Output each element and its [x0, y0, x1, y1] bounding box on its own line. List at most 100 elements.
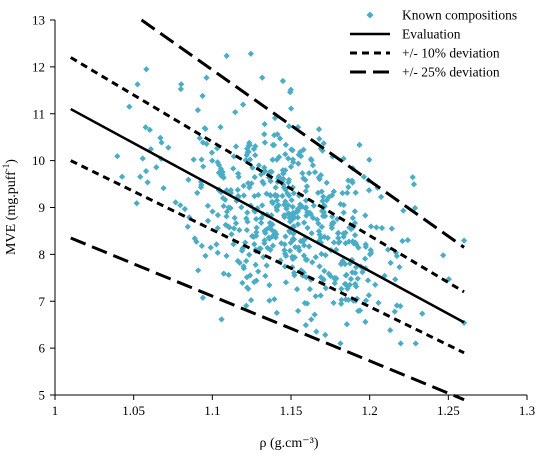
data-point	[342, 261, 349, 268]
y-tick-label: 5	[39, 388, 46, 403]
data-point	[338, 296, 345, 304]
data-point	[134, 81, 141, 88]
data-point	[199, 92, 206, 100]
data-point	[225, 223, 232, 230]
data-point	[393, 302, 400, 309]
data-point	[202, 125, 209, 133]
data-point	[255, 191, 262, 199]
data-point	[263, 226, 270, 233]
data-point	[172, 199, 179, 206]
data-point	[375, 299, 382, 307]
data-point	[287, 218, 294, 225]
data-point	[246, 156, 254, 163]
data-point	[142, 124, 149, 131]
evaluation-line	[70, 107, 465, 324]
data-point	[239, 101, 247, 108]
data-point	[153, 164, 160, 171]
data-point	[294, 307, 302, 315]
data-point	[253, 224, 260, 231]
y-axis-title: MVE (mg.puff-1)	[1, 159, 19, 255]
data-point	[378, 224, 386, 232]
data-point	[213, 241, 220, 248]
data-point	[295, 160, 302, 167]
data-point	[280, 175, 287, 183]
data-point	[209, 208, 216, 215]
data-point	[258, 219, 265, 226]
25-deviation-lower-line	[70, 236, 465, 402]
x-tick-label: 1.1	[204, 403, 220, 418]
data-point	[266, 297, 273, 304]
data-point	[199, 139, 207, 146]
data-point	[248, 296, 255, 304]
data-point	[287, 239, 294, 246]
data-point	[178, 81, 185, 88]
data-point	[137, 173, 144, 180]
data-point	[126, 103, 133, 110]
data-point	[316, 263, 323, 270]
data-point	[312, 253, 319, 261]
data-point	[362, 243, 369, 251]
y-tick-label: 9	[39, 200, 46, 215]
data-point	[253, 232, 260, 239]
data-point	[184, 223, 191, 230]
data-point	[253, 215, 260, 223]
legend-label: Known compositions	[402, 8, 517, 23]
y-tick-label: 10	[32, 153, 45, 168]
data-point	[301, 299, 308, 307]
data-point	[303, 274, 310, 281]
data-point	[214, 211, 221, 219]
data-point	[338, 300, 345, 307]
y-tick-label: 8	[39, 247, 46, 262]
data-point	[319, 212, 327, 220]
data-point	[387, 259, 394, 267]
data-point	[263, 262, 270, 269]
data-point	[230, 153, 237, 160]
data-point	[243, 226, 250, 234]
data-point	[181, 205, 188, 213]
data-point	[312, 293, 319, 300]
data-point	[139, 155, 146, 162]
data-point	[355, 307, 362, 315]
data-point	[338, 285, 345, 293]
legend-label: +/- 25% deviation	[402, 65, 500, 80]
data-point	[391, 308, 398, 315]
data-point	[214, 249, 221, 256]
data-point	[220, 270, 227, 277]
data-point	[251, 241, 258, 248]
data-point	[353, 283, 360, 290]
data-point	[337, 340, 344, 347]
data-point	[392, 276, 399, 283]
data-point	[317, 274, 325, 281]
data-point	[321, 267, 328, 275]
data-point	[331, 275, 338, 282]
data-point	[244, 209, 251, 216]
lines-layer	[69, 18, 465, 402]
data-point	[295, 206, 302, 213]
data-point	[234, 186, 241, 194]
data-point	[272, 184, 279, 191]
data-point	[194, 106, 202, 114]
data-point	[202, 252, 209, 259]
data-point	[345, 296, 352, 303]
y-axis-title-main: MVE (mg.puff	[4, 171, 19, 255]
data-point	[244, 149, 251, 156]
y-tick-label: 13	[32, 13, 45, 28]
data-point	[347, 275, 355, 283]
legend-label: +/- 10% deviation	[402, 46, 500, 61]
data-point	[250, 145, 258, 153]
data-point	[302, 322, 309, 329]
data-point	[305, 169, 313, 177]
data-point	[343, 271, 350, 279]
data-point	[297, 152, 305, 160]
data-point	[214, 224, 221, 232]
data-point	[208, 149, 216, 156]
data-point	[198, 156, 205, 163]
data-point	[271, 296, 278, 303]
data-point	[302, 256, 309, 263]
data-point	[230, 165, 237, 172]
y-tick-label: 6	[39, 341, 46, 356]
data-point	[396, 263, 403, 271]
data-point	[144, 179, 151, 186]
